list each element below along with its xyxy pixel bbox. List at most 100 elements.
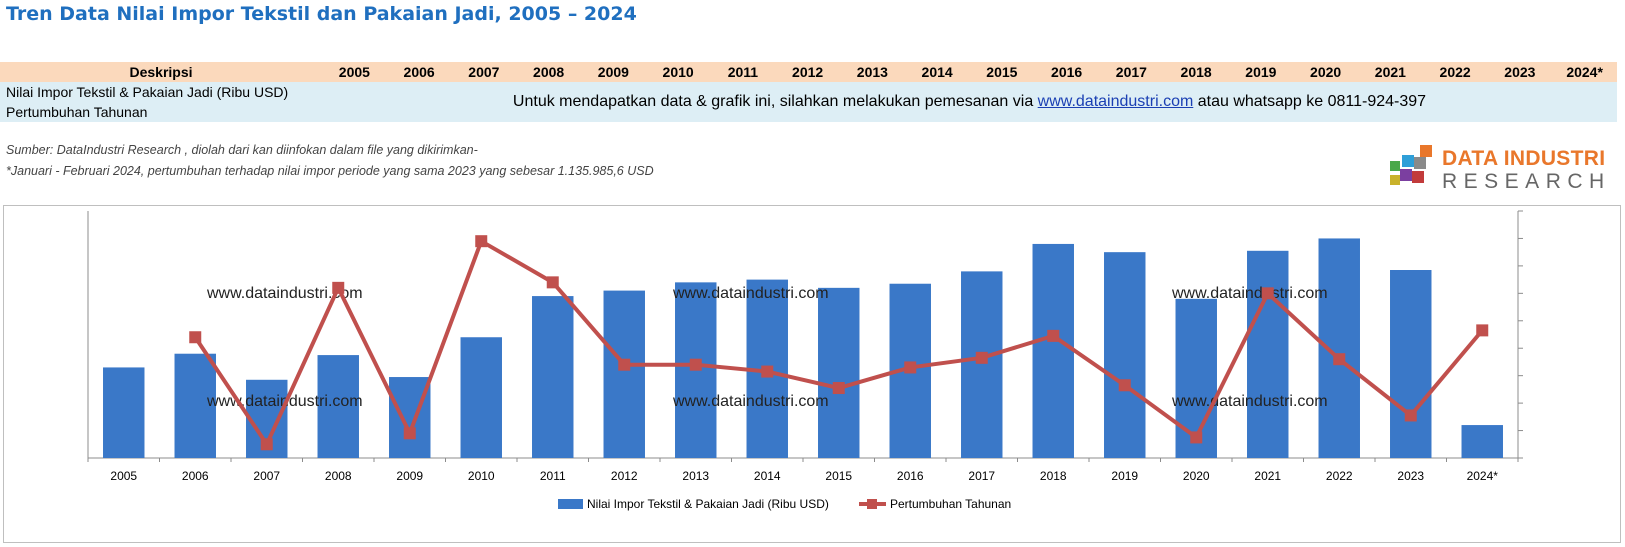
watermark-text: www.dataindustri.com — [672, 393, 829, 410]
x-tick-label: 2009 — [396, 469, 423, 483]
x-tick-label: 2018 — [1040, 469, 1067, 483]
growth-point — [1190, 431, 1203, 444]
table-header-year: 2021 — [1358, 62, 1423, 82]
order-notice-whatsapp: atau whatsapp ke 0811-924-397 — [1193, 93, 1427, 110]
x-tick-label: 2011 — [540, 469, 566, 483]
growth-point — [761, 365, 774, 378]
logo-mosaic-icon — [1390, 145, 1432, 185]
x-tick-label: 2019 — [1111, 469, 1138, 483]
growth-point — [260, 438, 273, 451]
legend-swatch-marker — [867, 499, 877, 509]
table-header-year: 2009 — [581, 62, 646, 82]
legend-label-line: Pertumbuhan Tahunan — [890, 497, 1011, 511]
table-header-year: 2018 — [1163, 62, 1229, 82]
x-tick-label: 2014 — [754, 469, 781, 483]
growth-point — [1404, 409, 1417, 422]
table-row: Pertumbuhan Tahunan — [0, 102, 1617, 122]
growth-point — [1118, 379, 1131, 392]
bar-import-value — [103, 367, 145, 458]
x-tick-label: 2006 — [182, 469, 209, 483]
table-header-row: Deskripsi 2005 2006 2007 2008 2009 2010 2011 20… — [0, 62, 1617, 82]
table-header-year: 2012 — [775, 62, 840, 82]
table-header-year: 2006 — [386, 62, 452, 82]
logo-text-secondary: RESEARCH — [1442, 170, 1611, 193]
data-table: Deskripsi 2005 2006 2007 2008 2009 2010 2011 20… — [0, 62, 1617, 122]
bar-import-value — [1104, 252, 1146, 458]
company-logo: DATA INDUSTRI RESEARCH — [1390, 145, 1620, 195]
growth-point — [1476, 324, 1489, 337]
chart-area: www.dataindustri.com www.dataindustri.com… — [3, 205, 1621, 543]
growth-point — [403, 427, 416, 440]
x-tick-label: 2021 — [1254, 469, 1281, 483]
bar-import-value — [317, 355, 359, 458]
bar-import-value — [174, 353, 216, 458]
x-tick-label: 2022 — [1326, 469, 1353, 483]
table-header-year: 2024* — [1552, 62, 1617, 82]
table-header-year: 2016 — [1034, 62, 1099, 82]
x-tick-label: 2005 — [110, 469, 137, 483]
x-tick-label: 2023 — [1397, 469, 1424, 483]
growth-point — [689, 358, 702, 371]
x-tick-label: 2012 — [611, 469, 638, 483]
table-header-year: 2022 — [1422, 62, 1488, 82]
legend-swatch-bar — [558, 499, 583, 509]
growth-point — [332, 281, 345, 294]
x-tick-label: 2016 — [897, 469, 924, 483]
bar-import-value — [1461, 425, 1503, 458]
table-header-year: 2019 — [1228, 62, 1294, 82]
table-header-year: 2023 — [1487, 62, 1553, 82]
footnote: *Januari - Februari 2024, pertumbuhan te… — [6, 164, 654, 178]
table-header-year: 2017 — [1099, 62, 1164, 82]
growth-point — [618, 358, 631, 371]
growth-point — [1047, 329, 1060, 342]
bar-import-value — [1032, 243, 1074, 458]
x-tick-label: 2024* — [1467, 469, 1499, 483]
source-note: Sumber: DataIndustri Research , diolah d… — [6, 143, 478, 157]
bar-import-value — [460, 337, 502, 458]
bar-import-value — [532, 296, 574, 458]
watermark-text: www.dataindustri.com — [1171, 393, 1328, 410]
growth-point — [904, 361, 917, 374]
table-row: Nilai Impor Tekstil & Pakaian Jadi (Ribu… — [0, 82, 1617, 122]
watermark-text: www.dataindustri.com — [1171, 285, 1328, 302]
growth-point — [546, 276, 559, 289]
table-header-year: 2015 — [969, 62, 1035, 82]
growth-point — [1333, 353, 1346, 366]
x-tick-label: 2008 — [325, 469, 352, 483]
bar-import-value — [961, 271, 1003, 458]
x-tick-label: 2020 — [1183, 469, 1210, 483]
bar-import-value — [603, 290, 645, 458]
bar-import-value — [1247, 250, 1289, 458]
watermark-text: www.dataindustri.com — [206, 285, 363, 302]
growth-point — [475, 235, 488, 248]
bar-import-value — [1390, 270, 1432, 458]
table-header-year: 2011 — [710, 62, 776, 82]
watermark-text: www.dataindustri.com — [672, 285, 829, 302]
table-header-year: 2010 — [645, 62, 711, 82]
table-header-year: 2008 — [516, 62, 581, 82]
table-header-year: 2005 — [322, 62, 387, 82]
table-header-year: 2020 — [1293, 62, 1358, 82]
order-notice-text: Untuk mendapatkan data & grafik ini, sil… — [512, 93, 1038, 110]
dataindustri-link[interactable]: www.dataindustri.com — [1037, 93, 1194, 110]
growth-point — [832, 382, 845, 395]
table-header-year: 2014 — [904, 62, 970, 82]
order-notice: Untuk mendapatkan data & grafik ini, sil… — [322, 82, 1617, 122]
x-tick-label: 2007 — [253, 469, 280, 483]
table-header-year: 2007 — [451, 62, 517, 82]
import-growth-chart: www.dataindustri.com www.dataindustri.com… — [87, 210, 1523, 511]
table-header-description: Deskripsi — [0, 62, 322, 82]
x-tick-label: 2017 — [968, 469, 995, 483]
page-title: Tren Data Nilai Impor Tekstil dan Pakaia… — [6, 3, 637, 25]
bar-import-value — [818, 287, 860, 458]
legend-label-bar: Nilai Impor Tekstil & Pakaian Jadi (Ribu… — [587, 497, 829, 511]
row-label-import-value: Nilai Impor Tekstil & Pakaian Jadi (Ribu… — [0, 82, 322, 102]
row-label-annual-growth: Pertumbuhan Tahunan — [0, 102, 322, 122]
x-tick-label: 2010 — [468, 469, 495, 483]
x-tick-label: 2013 — [682, 469, 709, 483]
x-tick-label: 2015 — [825, 469, 852, 483]
table-header-year: 2013 — [840, 62, 905, 82]
growth-point — [189, 331, 202, 344]
growth-point — [1261, 287, 1274, 300]
logo-text-primary: DATA INDUSTRI — [1442, 147, 1606, 170]
